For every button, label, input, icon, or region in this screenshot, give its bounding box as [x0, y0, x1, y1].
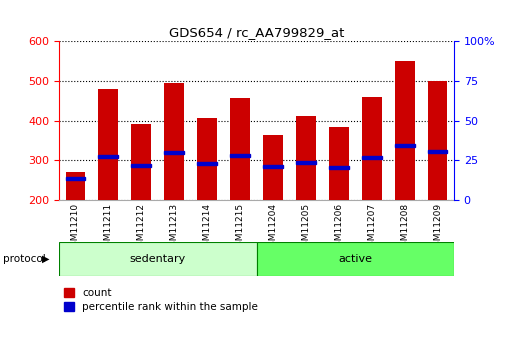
Bar: [197, 118, 217, 200]
Bar: [66, 171, 85, 200]
Bar: [230, 98, 250, 200]
Bar: [98, 155, 118, 158]
Bar: [362, 97, 382, 200]
Bar: [428, 150, 447, 153]
Bar: [131, 164, 151, 167]
Text: protocol: protocol: [3, 254, 45, 264]
Bar: [256, 241, 454, 276]
Bar: [296, 116, 315, 200]
Bar: [329, 166, 349, 169]
Text: sedentary: sedentary: [130, 254, 186, 264]
Text: active: active: [338, 254, 372, 264]
Bar: [66, 177, 85, 180]
Bar: [394, 144, 415, 147]
Bar: [98, 89, 118, 200]
Text: ▶: ▶: [42, 254, 50, 264]
Bar: [263, 165, 283, 168]
Legend: count, percentile rank within the sample: count, percentile rank within the sample: [64, 288, 258, 312]
Bar: [428, 81, 447, 200]
Bar: [329, 128, 349, 200]
Bar: [164, 83, 184, 200]
Bar: [296, 161, 315, 164]
Bar: [197, 161, 217, 165]
Bar: [131, 124, 151, 200]
Bar: [230, 154, 250, 157]
Bar: [263, 135, 283, 200]
Bar: [394, 61, 415, 200]
Bar: [362, 156, 382, 159]
Title: GDS654 / rc_AA799829_at: GDS654 / rc_AA799829_at: [169, 26, 344, 39]
Bar: [59, 241, 256, 276]
Bar: [164, 151, 184, 154]
